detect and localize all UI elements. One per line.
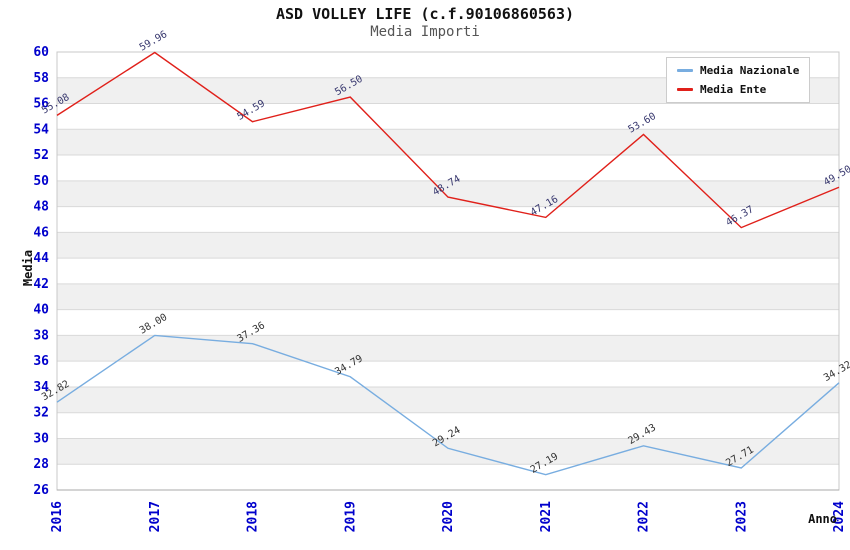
grid-band [57,206,839,233]
y-tick-label: 42 [33,277,49,292]
y-tick-label: 28 [33,457,49,472]
grid-band [57,386,839,413]
legend-swatch-ente-icon [677,88,693,91]
grid-band [57,180,839,207]
x-tick-label: 2018 [246,501,261,532]
y-tick-label: 38 [33,328,49,343]
legend-swatch-nazionale-icon [677,69,693,72]
x-tick-label: 2022 [637,501,652,532]
grid-band [57,361,839,387]
x-tick-label: 2019 [343,501,358,532]
x-tick-label: 2021 [539,501,554,532]
y-tick-label: 36 [33,354,49,369]
x-axis-title: Anno [808,512,837,526]
grid-band [57,283,839,310]
grid-band [57,309,839,336]
grid-band [57,129,839,156]
y-tick-label: 54 [33,122,49,137]
y-tick-label: 52 [33,148,49,163]
y-tick-label: 34 [33,380,49,395]
series-line-media-nazionale [56,334,840,476]
chart-subtitle: Media Importi [370,24,480,40]
grid-band [57,103,839,130]
y-tick-label: 58 [33,71,49,86]
grid-band [57,155,839,181]
grid-band [57,412,839,439]
y-tick-label: 26 [33,483,49,498]
legend-item-media-nazionale[interactable]: Media Nazionale [677,64,799,77]
grid-band [57,464,839,490]
legend: Media Nazionale Media Ente [666,57,811,103]
x-tick-label: 2023 [734,501,749,532]
grid-band [57,335,839,362]
y-tick-label: 48 [33,200,49,215]
x-tick-label: 2017 [148,501,163,532]
y-tick-label: 50 [33,174,49,189]
y-tick-label: 60 [33,45,49,60]
y-tick-label: 40 [33,303,49,318]
x-tick-label: 2016 [50,501,65,532]
series-line-media-ente [56,51,840,229]
legend-label-media-ente: Media Ente [700,83,767,96]
value-label-media-ente: 59.96 [138,29,170,54]
grid-band [57,232,839,259]
x-tick-label: 2020 [441,501,456,532]
y-tick-label: 46 [33,225,49,240]
y-axis-title: Media [21,249,35,287]
legend-item-media-ente[interactable]: Media Ente [677,83,799,96]
y-tick-label: 44 [33,251,49,266]
y-tick-label: 56 [33,97,49,112]
y-tick-label: 30 [33,431,49,446]
grid-band [57,258,839,284]
x-tick-label: 2024 [832,501,847,532]
y-tick-label: 32 [33,406,49,421]
chart-title: ASD VOLLEY LIFE (c.f.90106860563) [275,5,574,23]
legend-label-media-nazionale: Media Nazionale [700,64,800,77]
